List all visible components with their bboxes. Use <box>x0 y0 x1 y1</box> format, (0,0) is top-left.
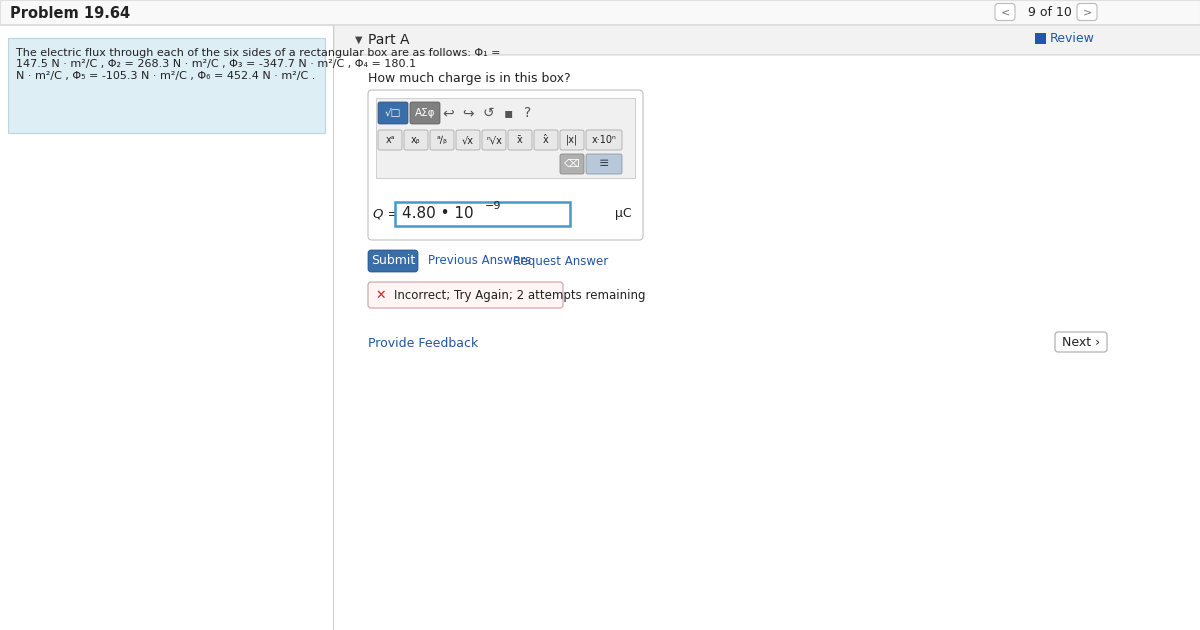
Text: AΣφ: AΣφ <box>415 108 436 118</box>
Text: x̄: x̄ <box>517 135 523 145</box>
FancyBboxPatch shape <box>368 90 643 240</box>
Bar <box>334 25 1200 55</box>
Bar <box>395 202 570 226</box>
Text: 4.80 • 10: 4.80 • 10 <box>402 207 474 222</box>
Text: ▪: ▪ <box>503 106 512 120</box>
Text: ⁿ√x: ⁿ√x <box>486 135 502 145</box>
FancyBboxPatch shape <box>482 130 506 150</box>
FancyBboxPatch shape <box>586 154 622 174</box>
Text: xᵦ: xᵦ <box>412 135 421 145</box>
Bar <box>334 54 1200 55</box>
Text: Provide Feedback: Provide Feedback <box>368 337 479 350</box>
FancyBboxPatch shape <box>1055 332 1108 352</box>
Text: √□: √□ <box>385 108 401 118</box>
Bar <box>0 24 1200 25</box>
Text: >: > <box>1082 7 1092 17</box>
Text: Submit: Submit <box>371 255 415 268</box>
Text: <: < <box>1001 7 1009 17</box>
Text: |x|: |x| <box>566 135 578 146</box>
Text: ↩: ↩ <box>442 106 454 120</box>
FancyBboxPatch shape <box>560 130 584 150</box>
Text: Problem 19.64: Problem 19.64 <box>10 6 130 21</box>
Text: Request Answer: Request Answer <box>514 255 608 268</box>
FancyBboxPatch shape <box>534 130 558 150</box>
Text: How much charge is in this box?: How much charge is in this box? <box>368 72 571 85</box>
Text: The electric flux through each of the six sides of a rectangular box are as foll: The electric flux through each of the si… <box>16 48 500 58</box>
FancyBboxPatch shape <box>368 282 563 308</box>
Text: ↪: ↪ <box>462 106 474 120</box>
Text: Incorrect; Try Again; 2 attempts remaining: Incorrect; Try Again; 2 attempts remaini… <box>394 289 646 302</box>
FancyBboxPatch shape <box>560 154 584 174</box>
Text: ⌫: ⌫ <box>564 159 580 169</box>
Text: ✕: ✕ <box>376 289 386 302</box>
FancyBboxPatch shape <box>1078 4 1097 21</box>
FancyBboxPatch shape <box>586 130 622 150</box>
Text: x·10ⁿ: x·10ⁿ <box>592 135 617 145</box>
FancyBboxPatch shape <box>404 130 428 150</box>
FancyBboxPatch shape <box>378 130 402 150</box>
FancyBboxPatch shape <box>378 102 408 124</box>
Text: 147.5 N · m²/C , Φ₂ = 268.3 N · m²/C , Φ₃ = -347.7 N · m²/C , Φ₄ = 180.1: 147.5 N · m²/C , Φ₂ = 268.3 N · m²/C , Φ… <box>16 59 416 69</box>
FancyBboxPatch shape <box>456 130 480 150</box>
Text: N · m²/C , Φ₅ = -105.3 N · m²/C , Φ₆ = 452.4 N · m²/C .: N · m²/C , Φ₅ = -105.3 N · m²/C , Φ₆ = 4… <box>16 71 316 81</box>
Bar <box>0 0 1200 25</box>
Text: ?: ? <box>524 106 532 120</box>
Text: μC: μC <box>614 207 631 220</box>
FancyBboxPatch shape <box>410 102 440 124</box>
Text: −9: −9 <box>485 201 502 211</box>
Bar <box>1034 33 1046 44</box>
Text: ᵃ∕ᵦ: ᵃ∕ᵦ <box>437 135 448 145</box>
Text: ≡: ≡ <box>599 158 610 171</box>
Text: Part A: Part A <box>368 33 409 47</box>
Text: Review: Review <box>1050 33 1094 45</box>
Bar <box>376 98 635 178</box>
FancyBboxPatch shape <box>508 130 532 150</box>
Text: Previous Answers: Previous Answers <box>428 255 532 268</box>
Text: √x: √x <box>462 135 474 145</box>
FancyBboxPatch shape <box>368 250 418 272</box>
Text: Q =: Q = <box>373 207 398 220</box>
Text: x̂: x̂ <box>544 135 548 145</box>
Bar <box>8 38 325 133</box>
Text: ▼: ▼ <box>355 35 362 45</box>
Text: 9 of 10: 9 of 10 <box>1028 6 1072 18</box>
Text: Next ›: Next › <box>1062 336 1100 348</box>
FancyBboxPatch shape <box>430 130 454 150</box>
FancyBboxPatch shape <box>995 4 1015 21</box>
Text: xᵃ: xᵃ <box>385 135 395 145</box>
Text: ↺: ↺ <box>482 106 494 120</box>
